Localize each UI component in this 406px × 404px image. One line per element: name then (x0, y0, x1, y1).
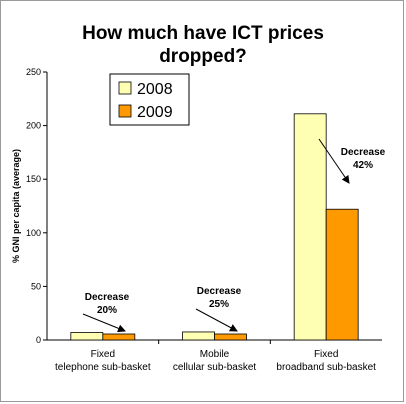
legend-label: 2008 (137, 81, 173, 98)
bar-2009 (214, 333, 247, 341)
bar-2008 (70, 332, 104, 341)
annotation-arrow (318, 138, 350, 184)
legend-label: 2009 (137, 104, 173, 121)
legend-swatch-2009 (118, 104, 132, 118)
annotation-text: 42% (353, 160, 373, 171)
y-tick-label: 150 (26, 174, 41, 184)
x-category-label: Fixed (91, 349, 115, 360)
chart-title-line: dropped? (159, 46, 247, 67)
y-axis-label: % GNI per capita (average) (11, 149, 21, 263)
x-category-label: telephone sub-basket (55, 362, 151, 373)
annotation-text: 20% (97, 305, 117, 316)
y-tick-label: 0 (36, 335, 41, 345)
y-tick-label: 50 (31, 281, 41, 291)
annotation-arrow (82, 313, 126, 333)
x-category-label: cellular sub-basket (173, 362, 257, 373)
y-tick-label: 250 (26, 67, 41, 77)
y-tick-label: 100 (26, 228, 41, 238)
chart-title-line: How much have ICT prices (82, 23, 324, 44)
annotation-arrow (195, 308, 238, 332)
bar-2008 (293, 113, 327, 341)
y-tick-label: 200 (26, 121, 41, 131)
x-category-label: broadband sub-basket (276, 362, 376, 373)
bar-2009 (102, 333, 136, 341)
bar-2008 (182, 331, 215, 341)
annotation-text: 25% (209, 299, 229, 310)
bar-2009 (325, 208, 359, 341)
annotation-text: Decrease (85, 292, 130, 303)
x-category-label: Mobile (200, 349, 230, 360)
legend-swatch-2008 (118, 81, 132, 95)
annotation-text: Decrease (197, 286, 242, 297)
annotation-text: Decrease (341, 147, 386, 158)
x-category-label: Fixed (314, 349, 338, 360)
